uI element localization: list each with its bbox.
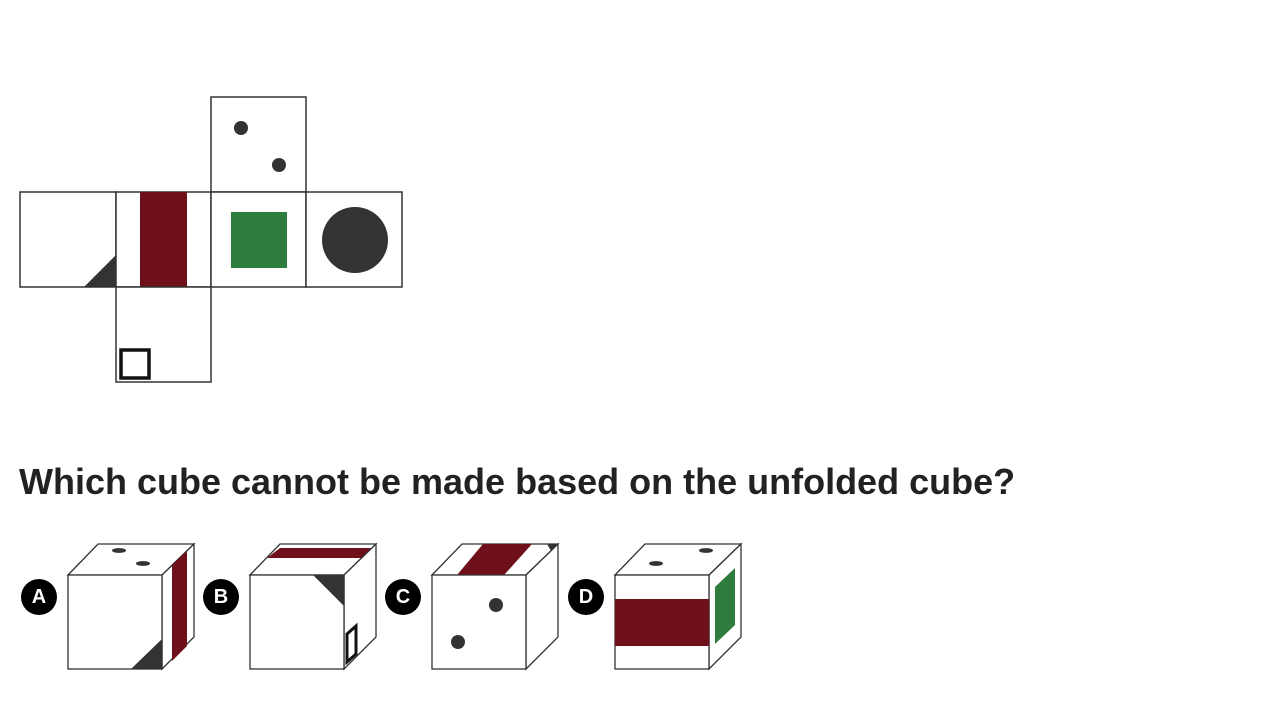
option-a[interactable]: A bbox=[19, 540, 199, 675]
cube-d bbox=[613, 542, 743, 671]
unfolded-cube-net bbox=[19, 96, 403, 383]
option-b-badge: B bbox=[203, 579, 239, 615]
option-d[interactable]: D bbox=[566, 540, 746, 675]
net-face-outlined-square bbox=[115, 286, 212, 383]
cube-a bbox=[66, 542, 196, 671]
option-b[interactable]: B bbox=[201, 540, 381, 675]
cube-b bbox=[248, 542, 378, 671]
option-c-badge: C bbox=[385, 579, 421, 615]
net-face-circle bbox=[305, 191, 403, 288]
option-c[interactable]: C bbox=[383, 540, 563, 675]
net-face-dots bbox=[210, 96, 307, 193]
net-face-triangle bbox=[19, 191, 117, 288]
net-face-green-square bbox=[210, 191, 307, 288]
net-face-red-stripe bbox=[115, 191, 212, 288]
option-d-badge: D bbox=[568, 579, 604, 615]
cube-c bbox=[430, 542, 560, 671]
option-a-badge: A bbox=[21, 579, 57, 615]
question-text: Which cube cannot be made based on the u… bbox=[19, 461, 1016, 502]
